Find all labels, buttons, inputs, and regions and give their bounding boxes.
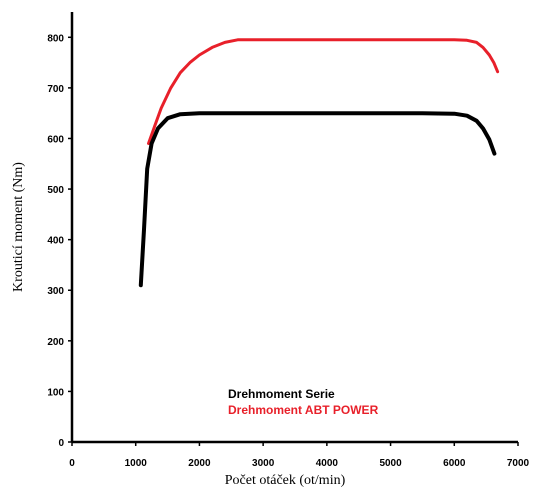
- y-tick-label: 700: [47, 84, 64, 95]
- series-line-serie: [138, 111, 497, 288]
- legend-entry-abt-power: Drehmoment ABT POWER: [228, 403, 379, 417]
- y-tick-label: 200: [47, 337, 64, 348]
- y-tick-label: 100: [47, 387, 64, 398]
- x-tick-label: 7000: [507, 458, 530, 469]
- x-tick-label: 6000: [443, 458, 466, 469]
- legend: Drehmoment Serie Drehmoment ABT POWER: [228, 387, 379, 417]
- y-ticks: 0 100 200 300 400 500 600 700 800: [47, 33, 72, 449]
- x-ticks: 0 1000 2000 3000 4000 5000 6000 7000: [69, 442, 530, 469]
- x-axis-title: Počet otáček (ot/min): [225, 473, 346, 488]
- series-line-abt-power: [147, 38, 500, 145]
- x-tick-label: 5000: [379, 458, 402, 469]
- y-tick-label: 400: [47, 236, 64, 247]
- y-tick-label: 600: [47, 134, 64, 145]
- y-tick-label: 0: [58, 438, 64, 449]
- axes: [70, 12, 518, 444]
- legend-entry-serie: Drehmoment Serie: [228, 387, 335, 401]
- y-tick-label: 800: [47, 33, 64, 44]
- x-tick-label: 4000: [316, 458, 339, 469]
- x-tick-label: 1000: [125, 458, 148, 469]
- x-tick-label: 3000: [252, 458, 275, 469]
- series-layer: [138, 38, 500, 288]
- x-tick-label: 2000: [188, 458, 211, 469]
- y-tick-label: 300: [47, 286, 64, 297]
- x-tick-label: 0: [69, 458, 75, 469]
- y-tick-label: 500: [47, 185, 64, 196]
- y-axis-title: Krouticí moment (Nm): [11, 162, 26, 292]
